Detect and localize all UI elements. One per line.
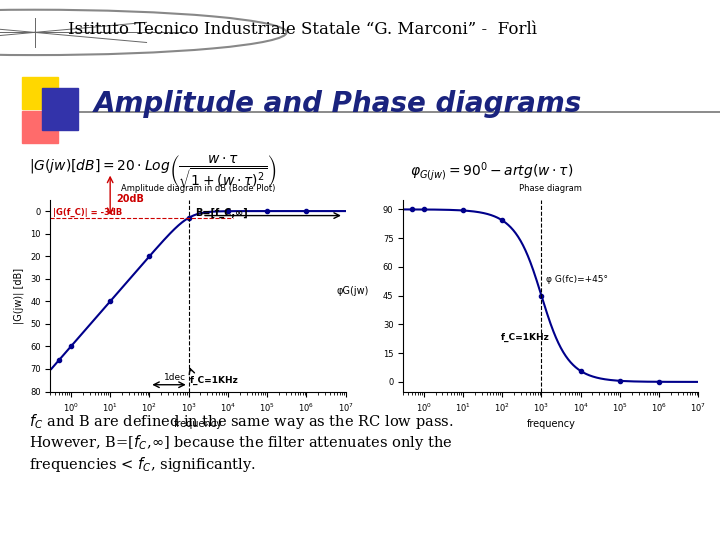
X-axis label: frequency: frequency <box>526 419 575 429</box>
Text: 1dec: 1dec <box>163 373 186 382</box>
Text: $|G(jw)[dB] = 20 \cdot Log\left(\dfrac{w \cdot \tau}{\sqrt{1+(w \cdot \tau)^2}}\: $|G(jw)[dB] = 20 \cdot Log\left(\dfrac{w… <box>29 153 276 190</box>
Bar <box>22 111 58 143</box>
Y-axis label: φG(jw): φG(jw) <box>336 286 369 296</box>
Y-axis label: |G(jw)| [dB]: |G(jw)| [dB] <box>14 268 24 323</box>
Bar <box>22 77 58 109</box>
Text: φ G(fc)=+45°: φ G(fc)=+45° <box>546 275 608 284</box>
X-axis label: frequency: frequency <box>174 419 222 429</box>
Text: |G(f_C)| = -3dB: |G(f_C)| = -3dB <box>53 207 122 217</box>
Text: f_C=1KHz: f_C=1KHz <box>500 333 549 342</box>
Title: Phase diagram: Phase diagram <box>519 185 582 193</box>
Bar <box>42 88 78 130</box>
Text: Istituto Tecnico Industriale Statale “G. Marconi” -  Forlì: Istituto Tecnico Industriale Statale “G.… <box>68 21 537 38</box>
Text: Amplitude and Phase diagrams: Amplitude and Phase diagrams <box>94 90 582 118</box>
Title: Amplitude diagram in dB (Bode Plot): Amplitude diagram in dB (Bode Plot) <box>121 185 275 193</box>
Text: f_C=1KHz: f_C=1KHz <box>190 375 239 384</box>
Text: B=[f_C,∞]: B=[f_C,∞] <box>196 207 248 218</box>
Text: $\varphi_{G(jw)} = 90^0 - artg(w \cdot \tau)$: $\varphi_{G(jw)} = 90^0 - artg(w \cdot \… <box>410 160 574 183</box>
Text: $f_C$ and B are defined in the same way as the RC low pass.
However, B=[$f_C$,$\: $f_C$ and B are defined in the same way … <box>29 411 453 474</box>
Text: 20dB: 20dB <box>116 194 144 204</box>
